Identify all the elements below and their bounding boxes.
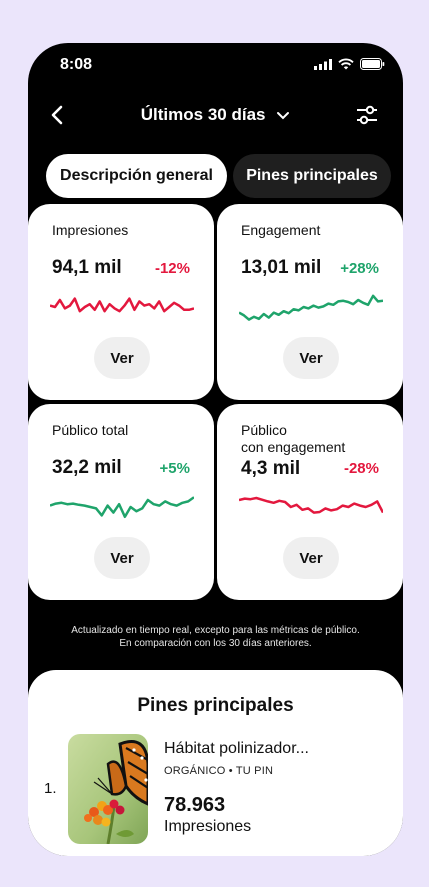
nav-bar: Últimos 30 días bbox=[28, 101, 403, 131]
card-value: 4,3 mil bbox=[241, 458, 301, 479]
tab-overview[interactable]: Descripción general bbox=[46, 154, 227, 198]
butterfly-image bbox=[68, 734, 148, 844]
date-range-label: Últimos 30 días bbox=[140, 105, 266, 124]
back-arrow-icon[interactable] bbox=[50, 104, 64, 126]
card-change: +28% bbox=[340, 260, 379, 277]
card-change: -28% bbox=[343, 460, 379, 477]
card-label: Engagement bbox=[241, 222, 321, 238]
top-pins-title: Pines principales bbox=[137, 695, 294, 716]
card-label: Público con engagement bbox=[241, 422, 346, 455]
phone-screen: 8:08 Últimos 30 días Descripción general… bbox=[28, 43, 403, 856]
cellular-signal-icon bbox=[314, 58, 332, 70]
top-pins-panel: Pines principales 1. bbox=[28, 670, 403, 856]
sparkline-path bbox=[239, 496, 383, 514]
pin-title[interactable]: Hábitat polinizador... bbox=[164, 740, 309, 757]
pin-metric-value: 78.963 bbox=[164, 794, 226, 816]
impressions-card: Impresiones 94,1 mil -12% Ver bbox=[28, 204, 214, 400]
status-icons bbox=[314, 58, 385, 70]
card-value: 32,2 mil bbox=[52, 457, 122, 478]
pin-thumbnail[interactable] bbox=[68, 734, 148, 844]
card-value: 94,1 mil bbox=[52, 257, 122, 278]
chevron-down-icon bbox=[277, 111, 290, 119]
pin-subtitle: ORGÁNICO • TU PIN bbox=[164, 765, 274, 777]
update-note: Actualizado en tiempo real, excepto para… bbox=[28, 624, 403, 650]
sparkline-path bbox=[50, 297, 194, 313]
card-label: Público total bbox=[52, 422, 129, 438]
engaged-audience-sparkline bbox=[239, 496, 383, 514]
impressions-sparkline bbox=[50, 297, 194, 313]
tab-top-pins[interactable]: Pines principales bbox=[233, 154, 391, 198]
wifi-icon bbox=[338, 58, 354, 70]
card-change: -12% bbox=[154, 260, 190, 277]
engaged-audience-card: Público con engagement 4,3 mil -28% Ver bbox=[217, 404, 403, 600]
sparkline-path bbox=[50, 496, 194, 519]
engagement-sparkline bbox=[239, 294, 383, 321]
pin-rank: 1. bbox=[44, 780, 57, 797]
view-engagement-button[interactable]: Ver bbox=[283, 337, 339, 379]
status-time: 8:08 bbox=[60, 56, 93, 73]
tab-bar: Descripción general Pines principales bbox=[46, 154, 391, 198]
sparkline-path bbox=[239, 294, 383, 321]
date-range-selector[interactable]: Últimos 30 días bbox=[28, 105, 403, 125]
filter-icon[interactable] bbox=[355, 104, 379, 126]
status-bar: 8:08 bbox=[28, 43, 403, 87]
view-total-audience-button[interactable]: Ver bbox=[94, 537, 150, 579]
note-line: En comparación con los 30 días anteriore… bbox=[119, 638, 312, 649]
note-line: Actualizado en tiempo real, excepto para… bbox=[71, 625, 360, 636]
view-impressions-button[interactable]: Ver bbox=[94, 337, 150, 379]
engagement-card: Engagement 13,01 mil +28% Ver bbox=[217, 204, 403, 400]
pin-metric-label: Impresiones bbox=[164, 818, 252, 835]
card-change: +5% bbox=[159, 460, 190, 477]
total-audience-card: Público total 32,2 mil +5% Ver bbox=[28, 404, 214, 600]
card-label: Impresiones bbox=[52, 222, 129, 238]
card-value: 13,01 mil bbox=[241, 257, 322, 278]
view-engaged-audience-button[interactable]: Ver bbox=[283, 537, 339, 579]
battery-icon bbox=[360, 58, 385, 70]
total-audience-sparkline bbox=[50, 496, 194, 519]
